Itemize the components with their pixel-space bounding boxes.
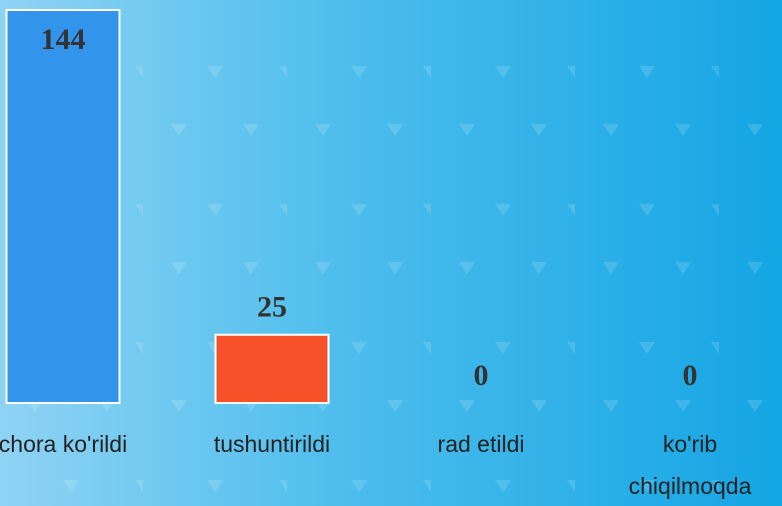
value-label: 0 xyxy=(683,359,698,392)
category-label: rad etildi xyxy=(437,431,525,457)
category-label: tushuntirildi xyxy=(213,431,331,457)
value-label: 144 xyxy=(41,23,86,56)
category-label: ko'rib chiqilmoqda xyxy=(628,431,752,499)
value-label: 25 xyxy=(257,291,287,324)
bar xyxy=(214,333,330,405)
value-label: 0 xyxy=(474,359,489,392)
category-label: chora ko'rildi xyxy=(0,431,128,457)
bar xyxy=(5,9,121,404)
